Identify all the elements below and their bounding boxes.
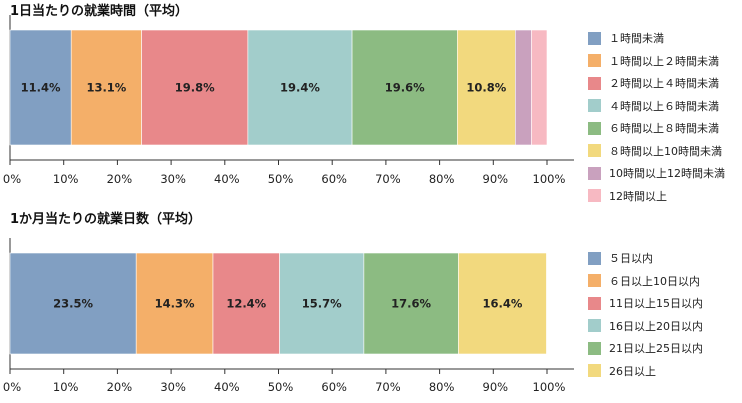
legend-label: ２時間以上４時間未満 (609, 77, 719, 91)
chart-title-days: 1か月当たりの就業日数（平均） (10, 212, 202, 227)
legend-swatch (588, 99, 601, 113)
bar-segment (279, 252, 365, 355)
legend-swatch (588, 274, 601, 288)
legend-label: ６日以上10日以内 (609, 274, 700, 288)
bar-segment (351, 29, 458, 146)
x-tick-label: 20% (107, 380, 133, 394)
legend-label: 12時間以上 (609, 189, 667, 203)
legend-label: ４時間以上６時間未満 (609, 99, 719, 113)
data-label: 14.3% (155, 297, 195, 311)
legend-swatch (588, 31, 601, 45)
x-tick-label: 0% (3, 172, 21, 186)
legend-swatch (588, 144, 601, 158)
legend-label: ６時間以上８時間未満 (609, 122, 719, 136)
x-tick-label: 70% (375, 380, 401, 394)
legend-item: 21日以上25日以内 (588, 337, 703, 360)
legend-swatch (588, 76, 601, 90)
x-tick-label: 70% (375, 172, 401, 186)
x-tick-label: 100% (533, 380, 566, 394)
bar-segment (458, 252, 547, 355)
bar-segment (135, 252, 214, 355)
legend-label: １時間未満 (609, 32, 664, 46)
x-tick-label: 100% (533, 172, 566, 186)
x-tick-label: 80% (429, 172, 455, 186)
bar-segment (531, 29, 548, 146)
legend-label: 16日以上20日以内 (609, 319, 703, 333)
legend-item: 12時間以上 (588, 185, 725, 208)
x-tick-label: 30% (160, 380, 186, 394)
legend-swatch (588, 319, 601, 333)
legend-label: ５日以内 (609, 252, 653, 266)
legend-item: ８時間以上10時間未満 (588, 140, 725, 163)
data-label: 12.4% (226, 297, 266, 311)
legend-swatch (588, 341, 601, 355)
bar-segment (70, 29, 142, 146)
legend-swatch (588, 251, 601, 265)
legend-item: 16日以上20日以内 (588, 315, 703, 338)
legend-label: ８時間以上10時間未満 (609, 144, 722, 158)
legend-item: ６日以上10日以内 (588, 270, 703, 293)
legend-item: 11日以上15日以内 (588, 292, 703, 315)
legend-item: ４時間以上６時間未満 (588, 95, 725, 118)
bar-segment (247, 29, 353, 146)
data-label: 19.6% (385, 81, 425, 95)
data-label: 23.5% (53, 297, 93, 311)
data-label: 19.8% (175, 81, 215, 95)
x-tick-label: 80% (429, 380, 455, 394)
x-tick-label: 40% (214, 172, 240, 186)
x-tick-label: 30% (160, 172, 186, 186)
legend-swatch (588, 189, 601, 203)
legend-hours: １時間未満 １時間以上２時間未満 ２時間以上４時間未満 ４時間以上６時間未満 ６時間以上… (588, 27, 725, 207)
data-label: 16.4% (482, 297, 522, 311)
legend-swatch (588, 296, 601, 310)
data-label: 15.7% (302, 297, 342, 311)
x-tick-label: 90% (483, 380, 509, 394)
legend-days: ５日以内 ６日以上10日以内 11日以上15日以内 16日以上20日以内 21日以上25… (588, 247, 703, 382)
x-tick-label: 60% (321, 172, 347, 186)
x-tick-label: 60% (321, 380, 347, 394)
bar-segment (515, 29, 532, 146)
x-tick-label: 90% (483, 172, 509, 186)
bar-segment (363, 252, 459, 355)
data-label: 19.4% (280, 81, 320, 95)
legend-label: 21日以上25日以内 (609, 342, 703, 356)
x-tick-label: 10% (53, 380, 79, 394)
x-tick-label: 40% (214, 380, 240, 394)
chart-title-hours: 1日当たりの就業時間（平均） (10, 4, 189, 19)
data-label: 10.8% (466, 81, 506, 95)
legend-swatch (588, 166, 601, 180)
data-label: 17.6% (391, 297, 431, 311)
legend-item: ５日以内 (588, 247, 703, 270)
bar-segment (141, 29, 249, 146)
legend-item: ６時間以上８時間未満 (588, 117, 725, 140)
bar-segment (9, 29, 72, 146)
legend-swatch (588, 54, 601, 68)
bar-segment (9, 252, 137, 355)
x-tick-label: 50% (268, 172, 294, 186)
legend-label: 10時間以上12時間未満 (609, 167, 725, 181)
legend-item: １時間以上２時間未満 (588, 50, 725, 73)
legend-item: 10時間以上12時間未満 (588, 162, 725, 185)
data-label: 13.1% (86, 81, 126, 95)
legend-label: 11日以上15日以内 (609, 297, 703, 311)
data-label: 11.4% (21, 81, 61, 95)
legend-item: １時間未満 (588, 27, 725, 50)
x-tick-label: 10% (53, 172, 79, 186)
legend-item: ２時間以上４時間未満 (588, 72, 725, 95)
legend-item: 26日以上 (588, 360, 703, 383)
legend-label: １時間以上２時間未満 (609, 54, 719, 68)
legend-swatch (588, 121, 601, 135)
legend-swatch (588, 364, 601, 378)
x-tick-label: 20% (107, 172, 133, 186)
x-tick-label: 50% (268, 380, 294, 394)
x-tick-label: 0% (3, 380, 21, 394)
legend-label: 26日以上 (609, 364, 656, 378)
